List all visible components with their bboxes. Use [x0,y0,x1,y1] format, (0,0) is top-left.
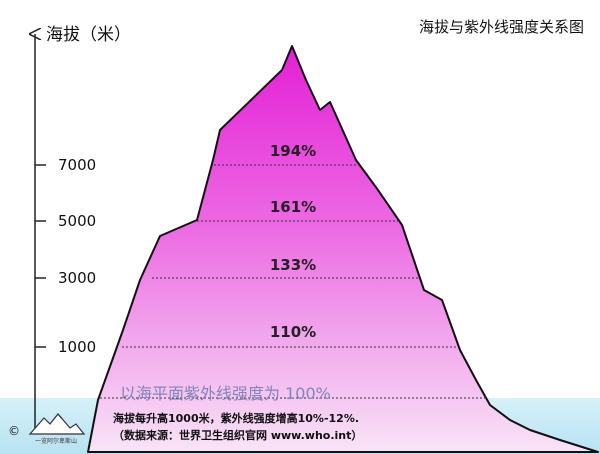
uv-percent-1000: 110% [269,323,317,341]
mountain-logo-icon [28,413,86,435]
uv-percent-7000: 194% [269,142,317,160]
tick-label-1000: 1000 [58,338,97,356]
footer-note-line2: （数据来源：世界卫生组织官网 www.who.int） [113,429,363,442]
mountain-shape [87,45,599,453]
sea-level-baseline-note: 以海平面紫外线强度为 100% [120,384,331,403]
diagram-title: 海拔与紫外线强度关系图 [418,18,584,36]
copyright-symbol: © [8,424,20,438]
uv-percent-5000: 161% [269,198,317,216]
logo-text: 一览阿尔卑斯山 [34,438,77,445]
tick-label-7000: 7000 [58,156,97,174]
tick-label-5000: 5000 [58,212,97,230]
y-axis-title: 海拔（米） [46,25,131,45]
brand-logo: 一览阿尔卑斯山 [26,410,86,446]
tick-label-3000: 3000 [58,269,97,287]
uv-percent-3000: 133% [269,256,317,274]
footer-note-line1: 海拔每升高1000米，紫外线强度增高10%-12%. [113,412,360,425]
